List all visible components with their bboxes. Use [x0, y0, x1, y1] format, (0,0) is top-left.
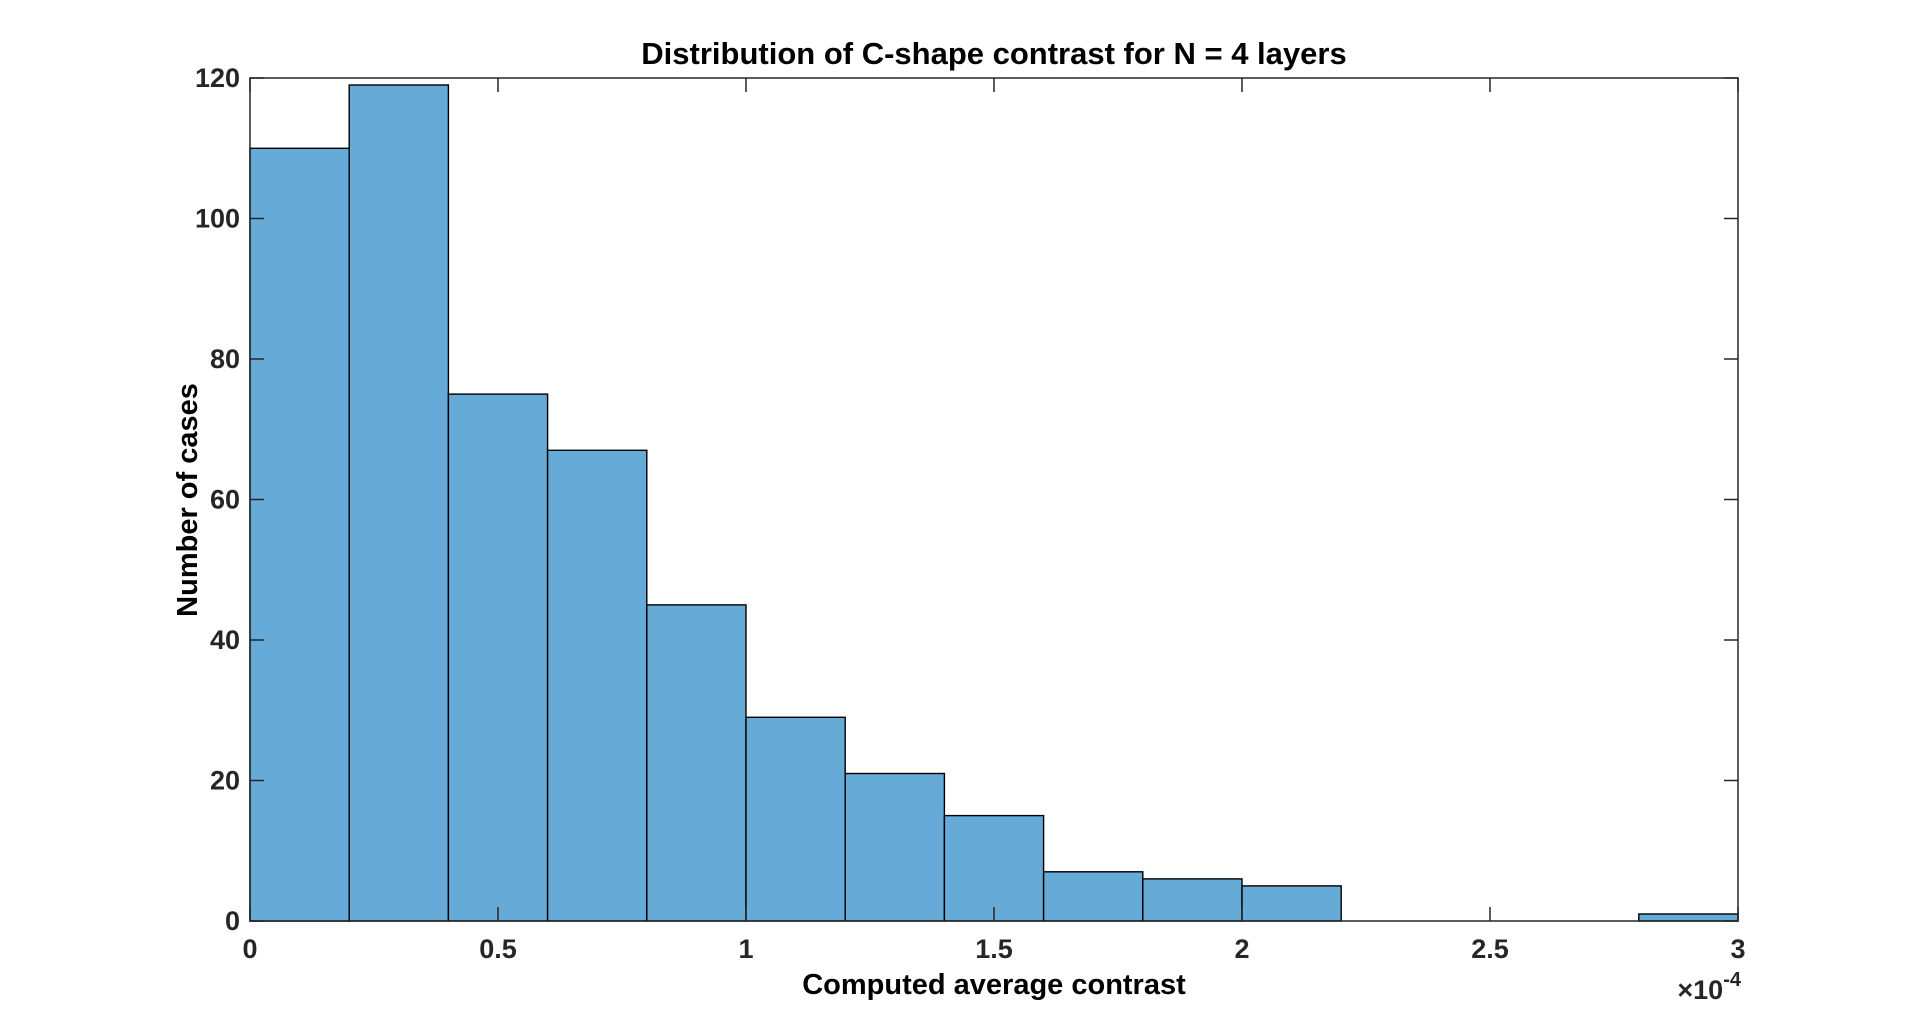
histogram-bar	[249, 147, 350, 922]
histogram-bar	[348, 84, 450, 922]
chart-title: Distribution of C-shape contrast for N =…	[641, 36, 1346, 71]
histogram-bar	[943, 814, 1045, 922]
y-tick-label: 120	[195, 63, 240, 93]
multiplier-base: ×10	[1677, 975, 1723, 1005]
x-tick-label: 1	[738, 934, 753, 964]
y-tick-label: 80	[210, 344, 240, 374]
x-tick-label: 0.5	[479, 934, 517, 964]
x-tick-label: 2.5	[1471, 934, 1509, 964]
y-tick-label: 40	[210, 625, 240, 655]
multiplier-exponent: -4	[1723, 969, 1742, 991]
histogram-bar	[1241, 885, 1342, 922]
y-tick-label: 0	[225, 906, 240, 936]
x-axis-label: Computed average contrast	[802, 969, 1186, 1001]
x-tick-label: 0	[242, 934, 257, 964]
histogram-bar	[844, 772, 946, 922]
histogram-bar	[1638, 913, 1739, 922]
y-axis-label: Number of cases	[172, 383, 204, 617]
histogram-bar	[447, 393, 549, 922]
bars-layer	[249, 84, 1739, 922]
x-tick-label: 2	[1234, 934, 1249, 964]
tick-labels-layer: 0 0.5 1 1.5 2 2.5 3 0 20 40 60 80 100 120	[195, 63, 1746, 964]
x-tick-label: 1.5	[975, 934, 1013, 964]
histogram-bar	[1142, 878, 1243, 922]
x-tick-label: 3	[1730, 934, 1745, 964]
histogram-bar	[646, 604, 747, 922]
histogram-bar	[745, 716, 846, 922]
x-axis-multiplier: ×10-4	[1677, 969, 1741, 1005]
histogram-bar	[546, 449, 648, 922]
y-tick-label: 60	[210, 485, 240, 515]
axes-layer	[249, 77, 1739, 922]
y-tick-label: 20	[210, 766, 240, 796]
histogram-bar	[1042, 871, 1144, 922]
y-tick-label: 100	[195, 204, 240, 234]
